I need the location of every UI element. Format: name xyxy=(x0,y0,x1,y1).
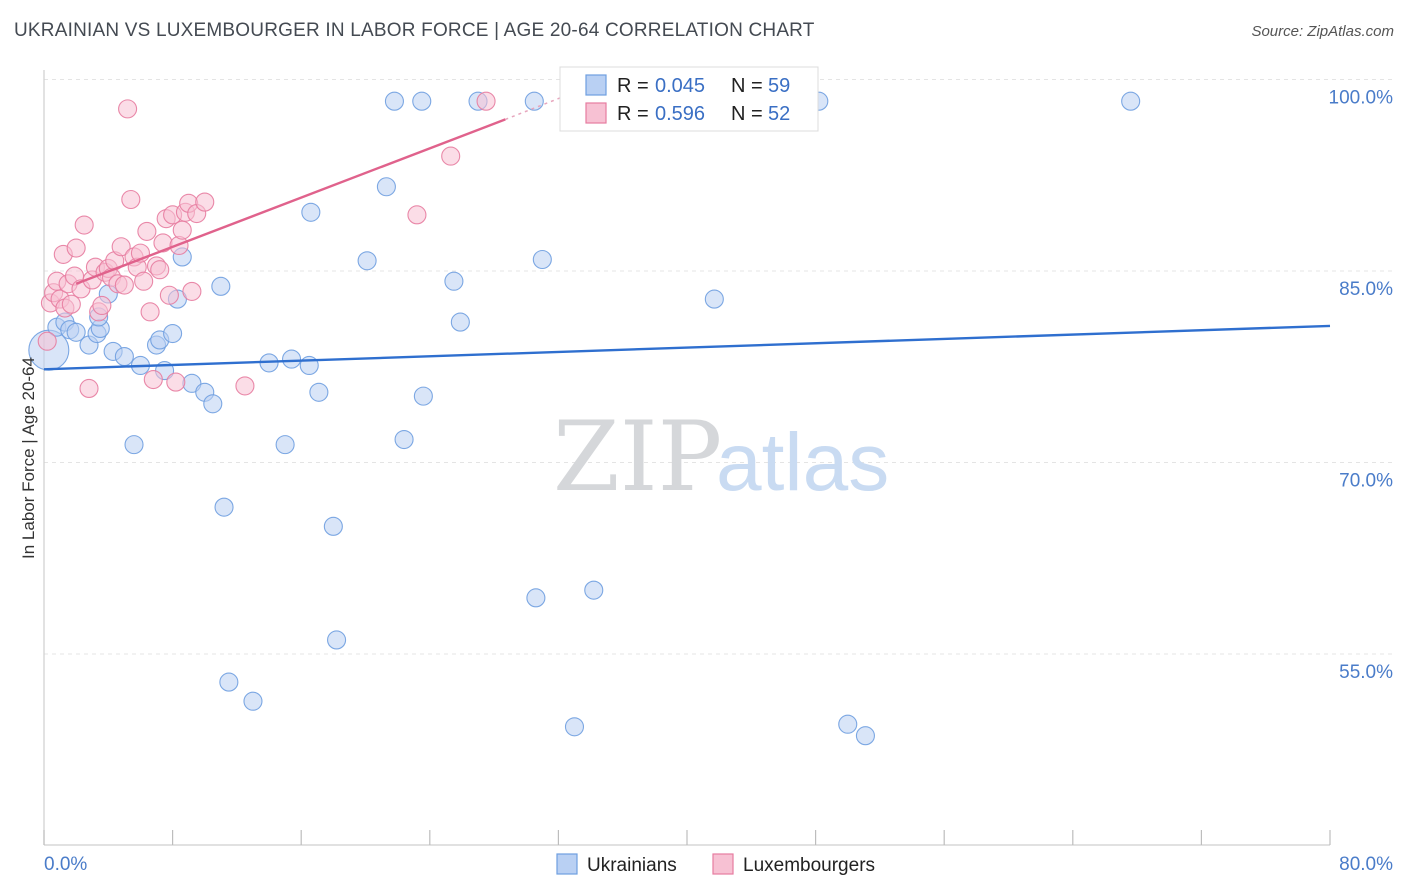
y-tick-label: 55.0% xyxy=(1339,662,1393,683)
legend-swatch-ukrainians xyxy=(585,74,607,96)
watermark-zip: ZIP xyxy=(553,401,722,513)
point-ukrainians xyxy=(532,249,552,270)
point-ukrainians xyxy=(838,714,858,734)
point-ukrainians xyxy=(526,588,546,608)
point-ukrainians xyxy=(357,251,377,271)
point-luxembourgers xyxy=(235,376,255,396)
point-luxembourgers xyxy=(92,295,112,316)
trend-lines xyxy=(43,91,1331,371)
point-ukrainians xyxy=(1121,91,1141,111)
point-luxembourgers xyxy=(143,369,163,390)
point-luxembourgers xyxy=(66,238,86,258)
point-ukrainians xyxy=(214,497,234,517)
point-luxembourgers xyxy=(195,192,215,212)
series-label-ukrainians: Ukrainians xyxy=(587,855,677,876)
point-ukrainians xyxy=(301,202,321,222)
point-ukrainians xyxy=(203,394,223,414)
legend-swatch-luxembourgers xyxy=(585,102,607,124)
point-ukrainians xyxy=(855,726,875,746)
series-legend: Ukrainians Luxembourgers xyxy=(556,853,875,876)
x-tick-label-min: 0.0% xyxy=(44,854,87,875)
point-ukrainians xyxy=(704,289,724,309)
chart-title: UKRAINIAN VS LUXEMBOURGER IN LABOR FORCE… xyxy=(14,20,815,41)
watermark: ZIP atlas xyxy=(553,401,889,513)
legend-n-value-ukrainians: 59 xyxy=(768,75,790,97)
point-ukrainians xyxy=(211,276,231,296)
point-luxembourgers xyxy=(118,99,138,119)
point-luxembourgers xyxy=(61,294,81,314)
point-ukrainians xyxy=(584,580,604,600)
point-ukrainians xyxy=(384,91,404,111)
trend-line-luxembourgers xyxy=(75,118,506,285)
point-luxembourgers xyxy=(121,189,141,210)
point-ukrainians xyxy=(275,435,295,455)
source-label: Source: ZipAtlas.com xyxy=(1251,23,1394,40)
point-ukrainians xyxy=(243,691,263,711)
series-swatch-ukrainians xyxy=(556,853,578,875)
series-label-luxembourgers: Luxembourgers xyxy=(743,855,875,876)
legend-n-value-luxembourgers: 52 xyxy=(768,103,790,125)
point-ukrainians xyxy=(163,324,183,344)
x-tick-label-max: 80.0% xyxy=(1339,854,1393,875)
point-ukrainians xyxy=(282,349,302,369)
point-ukrainians xyxy=(66,322,86,342)
point-luxembourgers xyxy=(172,220,192,240)
point-ukrainians xyxy=(114,346,134,367)
point-ukrainians xyxy=(219,672,239,692)
legend-n-label-2: N = xyxy=(731,103,763,125)
legend-r-value-ukrainians: 0.045 xyxy=(655,75,705,97)
point-luxembourgers xyxy=(37,331,57,351)
point-ukrainians xyxy=(124,435,144,455)
point-ukrainians xyxy=(524,91,544,111)
point-ukrainians xyxy=(376,177,396,197)
point-ukrainians xyxy=(450,312,470,332)
point-luxembourgers xyxy=(150,260,170,280)
gridlines xyxy=(44,79,1395,655)
point-luxembourgers xyxy=(74,215,94,235)
point-ukrainians xyxy=(394,429,414,450)
point-luxembourgers xyxy=(111,237,131,257)
axes xyxy=(43,70,1331,846)
point-luxembourgers xyxy=(476,91,496,111)
point-luxembourgers xyxy=(134,271,154,291)
trend-line-ukrainians xyxy=(43,324,1331,371)
point-luxembourgers xyxy=(79,378,99,399)
point-ukrainians xyxy=(412,91,432,111)
legend-r-label-1: R = xyxy=(617,75,649,97)
point-luxembourgers xyxy=(114,275,134,295)
point-ukrainians xyxy=(323,516,343,536)
watermark-atlas: atlas xyxy=(716,417,889,508)
point-luxembourgers xyxy=(441,146,461,166)
point-ukrainians xyxy=(564,717,585,737)
y-tick-label: 70.0% xyxy=(1339,471,1393,492)
point-ukrainians xyxy=(327,630,347,650)
point-luxembourgers xyxy=(407,205,427,225)
legend-n-label-1: N = xyxy=(731,75,763,97)
tick-labels: 55.0% 70.0% 85.0% 100.0% 0.0% 80.0% xyxy=(44,88,1393,876)
point-luxembourgers xyxy=(137,221,157,241)
point-luxembourgers xyxy=(182,281,202,301)
correlation-legend: R = 0.045 N = 59 R = 0.596 N = 52 xyxy=(559,66,819,132)
point-ukrainians xyxy=(444,271,464,291)
series-swatch-luxembourgers xyxy=(712,853,734,875)
legend-r-value-luxembourgers: 0.596 xyxy=(655,103,705,125)
point-luxembourgers xyxy=(166,372,186,392)
point-ukrainians xyxy=(309,382,329,402)
y-tick-label: 100.0% xyxy=(1329,88,1394,109)
point-luxembourgers xyxy=(140,302,160,322)
point-luxembourgers xyxy=(159,285,179,305)
trend-line-luxembourgers-extension xyxy=(505,91,575,121)
legend-r-label-2: R = xyxy=(617,103,649,125)
y-tick-label: 85.0% xyxy=(1339,279,1393,300)
point-ukrainians xyxy=(413,386,433,406)
y-axis-title: In Labor Force | Age 20-64 xyxy=(19,357,38,559)
data-points xyxy=(28,91,1141,746)
